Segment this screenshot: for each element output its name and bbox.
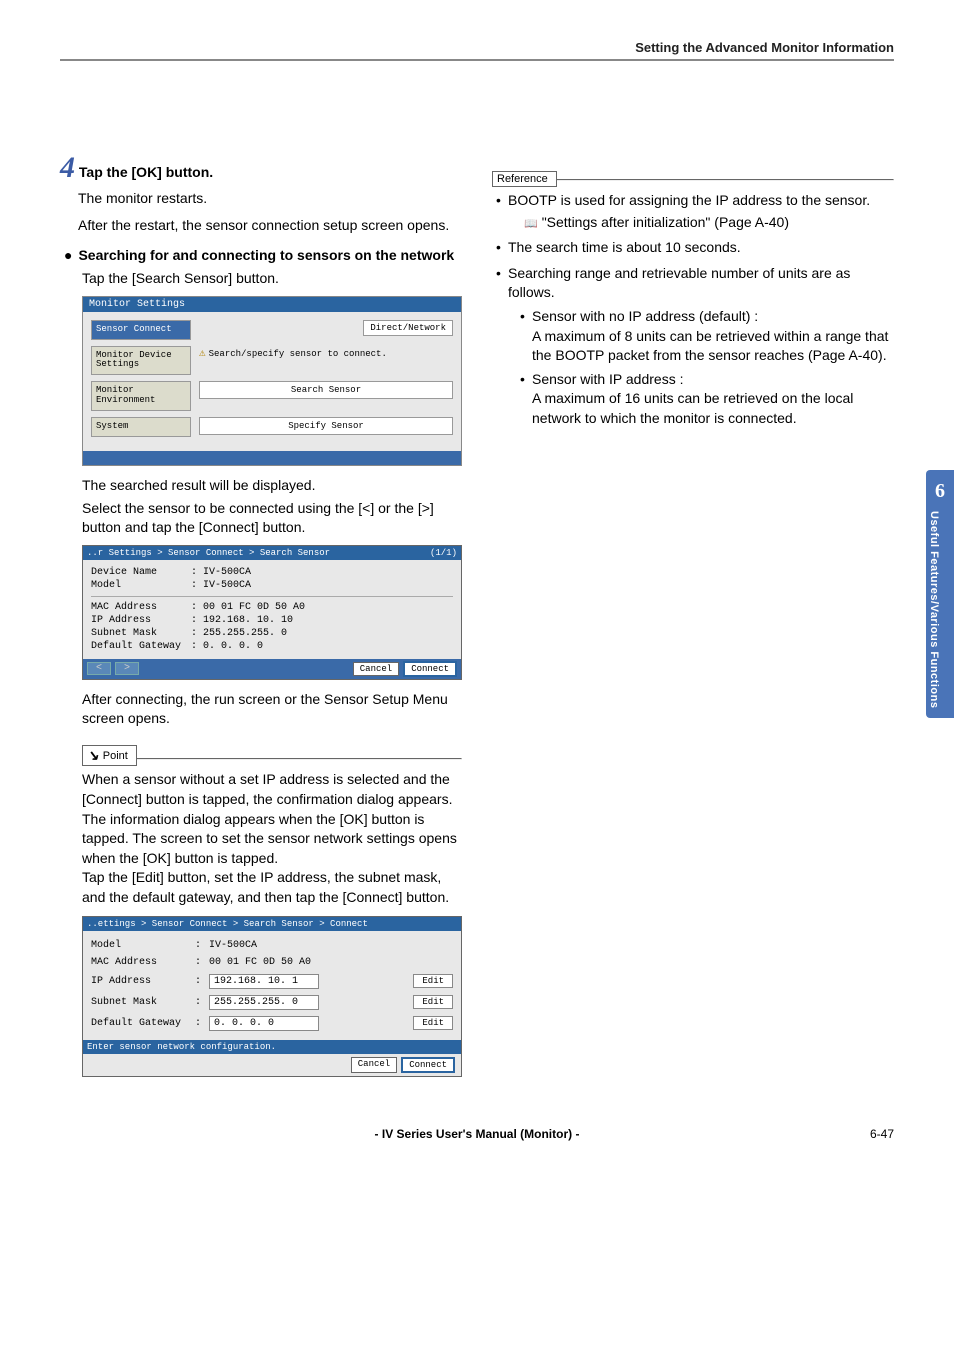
reference-header: Reference bbox=[492, 171, 557, 187]
point-body: When a sensor without a set IP address i… bbox=[82, 770, 462, 907]
ss3-val-mac: 00 01 FC 0D 50 A0 bbox=[209, 957, 311, 968]
ref-cross-1: "Settings after initialization" (Page A-… bbox=[508, 213, 894, 233]
ss3-gateway-input[interactable]: 0. 0. 0. 0 bbox=[209, 1016, 319, 1031]
ss2-val-ip: 192.168. 10. 10 bbox=[203, 615, 453, 626]
ss3-connect-btn[interactable]: Connect bbox=[401, 1057, 455, 1073]
ss2-val-subnet: 255.255.255. 0 bbox=[203, 628, 453, 639]
ref-item-2: The search time is about 10 seconds. bbox=[496, 238, 894, 258]
ss3-subnet-input[interactable]: 255.255.255. 0 bbox=[209, 995, 319, 1010]
chapter-tab: 6 Useful Features/Various Functions bbox=[926, 470, 954, 718]
ref-sub-1: Sensor with no IP address (default) : A … bbox=[520, 307, 894, 366]
page-number: 6-47 bbox=[834, 1127, 894, 1141]
reference-list: BOOTP is used for assigning the IP addre… bbox=[492, 191, 894, 429]
ss1-direct-network-btn[interactable]: Direct/Network bbox=[363, 320, 453, 336]
ss3-label-model: Model bbox=[91, 940, 191, 951]
footer-title: - IV Series User's Manual (Monitor) - bbox=[120, 1127, 834, 1141]
ss2-label-model: Model bbox=[91, 580, 191, 591]
point-line bbox=[82, 758, 462, 760]
ss2-prev-btn[interactable]: < bbox=[87, 662, 111, 675]
after-connect-text: After connecting, the run screen or the … bbox=[82, 690, 462, 728]
ss1-footer-bar bbox=[83, 451, 461, 465]
ss3-ip-input[interactable]: 192.168. 10. 1 bbox=[209, 974, 319, 989]
screenshot-search-sensor: ..r Settings > Sensor Connect > Search S… bbox=[82, 545, 462, 680]
ss2-connect-btn[interactable]: Connect bbox=[403, 661, 457, 677]
ss2-divider bbox=[91, 596, 453, 597]
warning-icon: ⚠ bbox=[199, 348, 206, 360]
book-icon bbox=[524, 214, 542, 230]
ss3-breadcrumb: ..ettings > Sensor Connect > Search Sens… bbox=[83, 917, 461, 931]
ref-item-1: BOOTP is used for assigning the IP addre… bbox=[496, 191, 894, 232]
ss3-label-gateway: Default Gateway bbox=[91, 1018, 191, 1029]
ss3-cancel-btn[interactable]: Cancel bbox=[351, 1057, 397, 1073]
ref-sub-2: Sensor with IP address : A maximum of 16… bbox=[520, 370, 894, 429]
ss2-label-gateway: Default Gateway bbox=[91, 641, 191, 652]
step-number: 4 bbox=[60, 151, 75, 184]
right-column: Reference BOOTP is used for assigning th… bbox=[492, 151, 894, 1087]
ss3-val-model: IV-500CA bbox=[209, 940, 257, 951]
ss1-warning-text: ⚠Search/specify sensor to connect. bbox=[199, 346, 387, 376]
point-label: Point bbox=[103, 750, 128, 762]
ss3-edit-subnet-btn[interactable]: Edit bbox=[413, 995, 453, 1009]
bullet-icon: ● bbox=[64, 247, 72, 263]
page-header: Setting the Advanced Monitor Information bbox=[60, 40, 894, 61]
ss1-titlebar: Monitor Settings bbox=[83, 297, 461, 312]
point-callout: ↘ Point When a sensor without a set IP a… bbox=[82, 737, 462, 907]
point-icon: ↘ bbox=[87, 747, 99, 764]
ss1-monitor-env-btn[interactable]: Monitor Environment bbox=[91, 381, 191, 411]
ss2-val-gateway: 0. 0. 0. 0 bbox=[203, 641, 453, 652]
after-search-1: The searched result will be displayed. bbox=[82, 476, 462, 495]
ref-item-3: Searching range and retrievable number o… bbox=[496, 264, 894, 429]
ss2-val-device: IV-500CA bbox=[203, 567, 453, 578]
step-line-2: After the restart, the sensor connection… bbox=[78, 216, 462, 235]
step-title: Tap the [OK] button. bbox=[79, 164, 213, 180]
sub-heading-text: Searching for and connecting to sensors … bbox=[78, 247, 454, 263]
ss3-label-ip: IP Address bbox=[91, 976, 191, 987]
reference-label: Reference bbox=[497, 173, 548, 185]
ss2-label-ip: IP Address bbox=[91, 615, 191, 626]
ss1-search-sensor-btn[interactable]: Search Sensor bbox=[199, 381, 453, 399]
ss2-breadcrumb: ..r Settings > Sensor Connect > Search S… bbox=[83, 546, 461, 560]
step-line-1: The monitor restarts. bbox=[78, 189, 462, 208]
ss3-edit-gateway-btn[interactable]: Edit bbox=[413, 1016, 453, 1030]
ss3-message: Enter sensor network configuration. bbox=[83, 1040, 461, 1054]
ss2-label-subnet: Subnet Mask bbox=[91, 628, 191, 639]
section-title: Setting the Advanced Monitor Information bbox=[635, 40, 894, 55]
reference-callout: Reference BOOTP is used for assigning th… bbox=[492, 161, 894, 429]
ss3-edit-ip-btn[interactable]: Edit bbox=[413, 974, 453, 988]
screenshot-connect: ..ettings > Sensor Connect > Search Sens… bbox=[82, 916, 462, 1077]
left-column: 4 Tap the [OK] button. The monitor resta… bbox=[60, 151, 462, 1087]
ss2-next-btn[interactable]: > bbox=[115, 662, 139, 675]
sub-heading: ● Searching for and connecting to sensor… bbox=[60, 247, 462, 263]
ss2-val-model: IV-500CA bbox=[203, 580, 453, 591]
page-footer: - IV Series User's Manual (Monitor) - 6-… bbox=[60, 1127, 894, 1141]
chapter-number: 6 bbox=[928, 480, 952, 503]
ss1-system-btn[interactable]: System bbox=[91, 417, 191, 437]
ss2-nav-row: < > Cancel Connect bbox=[83, 659, 461, 679]
after-search-2: Select the sensor to be connected using … bbox=[82, 499, 462, 537]
ss1-monitor-device-btn[interactable]: Monitor Device Settings bbox=[91, 346, 191, 376]
ss1-sensor-connect-btn[interactable]: Sensor Connect bbox=[91, 320, 191, 340]
ss2-label-mac: MAC Address bbox=[91, 602, 191, 613]
ss3-label-subnet: Subnet Mask bbox=[91, 997, 191, 1008]
ss2-val-mac: 00 01 FC 0D 50 A0 bbox=[203, 602, 453, 613]
point-header: ↘ Point bbox=[82, 745, 137, 766]
ss1-specify-sensor-btn[interactable]: Specify Sensor bbox=[199, 417, 453, 435]
screenshot-monitor-settings: Monitor Settings Sensor Connect Direct/N… bbox=[82, 296, 462, 466]
step-4: 4 Tap the [OK] button. The monitor resta… bbox=[60, 151, 462, 235]
ref-sublist: Sensor with no IP address (default) : A … bbox=[508, 307, 894, 429]
ss3-label-mac: MAC Address bbox=[91, 957, 191, 968]
tap-search-text: Tap the [Search Sensor] button. bbox=[82, 269, 462, 288]
ss2-label-device: Device Name bbox=[91, 567, 191, 578]
ss2-cancel-btn[interactable]: Cancel bbox=[353, 662, 399, 676]
chapter-title: Useful Features/Various Functions bbox=[928, 511, 940, 708]
